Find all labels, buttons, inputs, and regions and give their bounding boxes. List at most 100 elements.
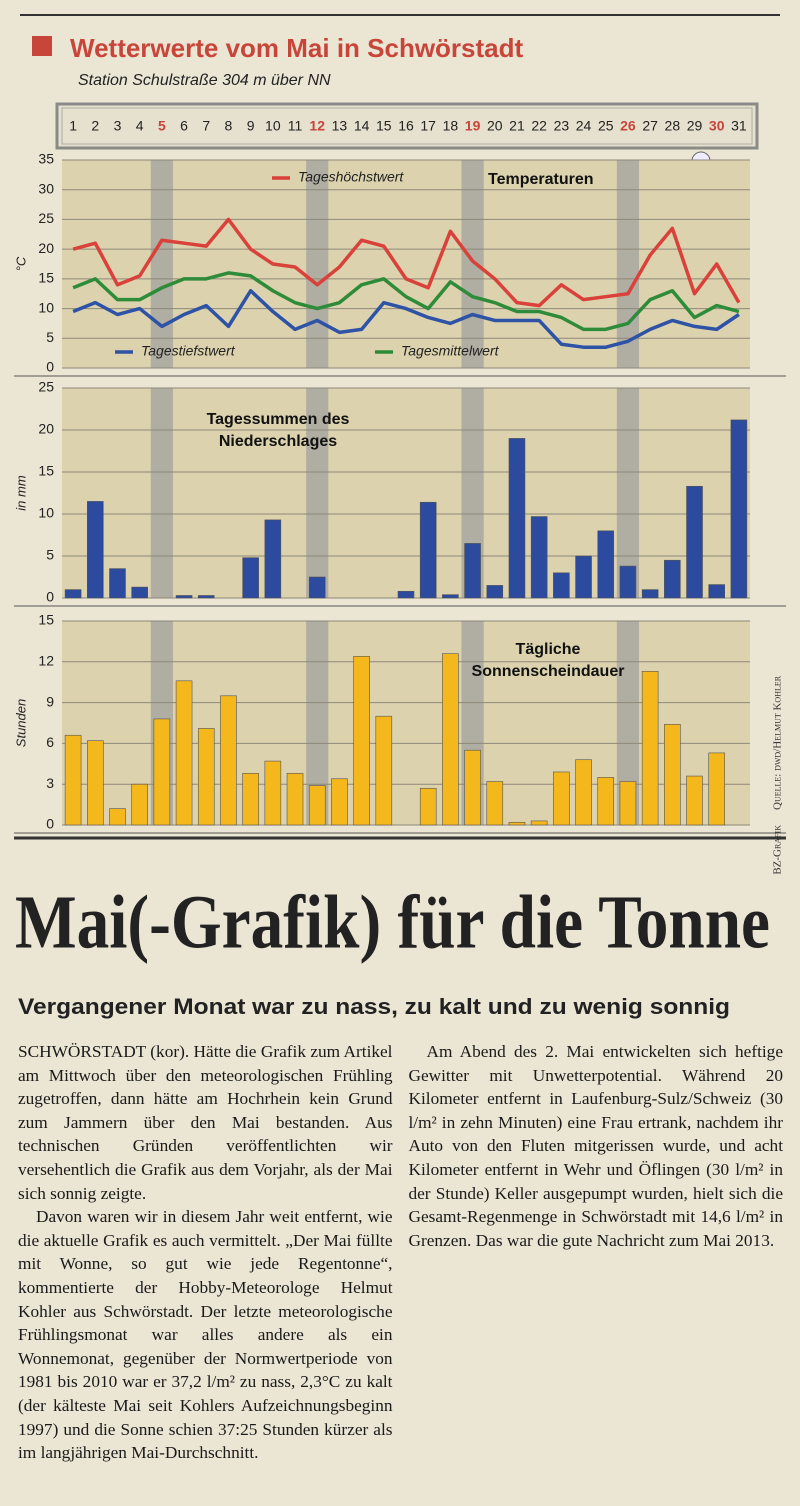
y-tick-label: 0 <box>46 359 54 375</box>
sunday-band <box>306 160 329 368</box>
headline: Mai(-Grafik) für die Tonne <box>15 880 770 964</box>
day-label: 31 <box>731 118 747 134</box>
bar <box>530 820 548 826</box>
legend-label: Tagestiefstwert <box>141 343 236 359</box>
subtitle: Station Schulstraße 304 m über NN <box>78 72 331 89</box>
sunday-band <box>306 388 329 598</box>
sunday-band <box>616 621 640 825</box>
subhead: Vergangener Monat war zu nass, zu kalt u… <box>18 994 730 1019</box>
bar <box>464 543 481 599</box>
bar <box>264 760 282 826</box>
chart-title: Sonnenscheindauer <box>472 663 625 680</box>
temperature-line <box>72 217 741 308</box>
bar <box>486 585 504 599</box>
bar <box>264 519 282 599</box>
bar <box>553 771 570 826</box>
bar <box>308 785 326 826</box>
y-axis-label: Stunden <box>13 699 28 747</box>
bar <box>597 777 615 826</box>
y-tick-label: 5 <box>46 329 54 345</box>
day-label: 13 <box>332 118 348 134</box>
day-label: 20 <box>487 118 503 134</box>
legend-label: Tagesmittelwert <box>401 343 500 359</box>
bar <box>286 773 304 826</box>
chart-title: Tagessummen des <box>207 411 350 428</box>
day-label: 29 <box>687 118 703 134</box>
day-label: 28 <box>665 118 681 134</box>
title-square <box>32 36 52 56</box>
paragraph: SCHWÖRSTADT (kor). Hätte die Grafik zum … <box>18 1042 393 1203</box>
y-tick-label: 0 <box>46 816 54 832</box>
bar <box>664 559 681 599</box>
bar <box>131 783 148 826</box>
y-tick-label: 15 <box>38 270 54 286</box>
bar <box>64 589 82 599</box>
bar <box>686 775 703 826</box>
day-label: 14 <box>354 118 370 134</box>
bar <box>575 759 592 826</box>
bar <box>530 516 548 599</box>
bar <box>686 485 703 599</box>
legend-label: Tageshöchstwert <box>298 169 404 185</box>
day-label: 12 <box>309 118 325 134</box>
day-label: 4 <box>136 118 144 134</box>
y-tick-label: 6 <box>46 734 54 750</box>
bar <box>708 584 725 599</box>
paragraph: Davon waren wir in diesem Jahr weit entf… <box>18 1207 393 1463</box>
bar <box>153 718 171 826</box>
bar <box>419 787 437 826</box>
y-tick-label: 35 <box>38 151 54 167</box>
bar <box>109 808 126 826</box>
bar <box>308 576 326 599</box>
sunday-band <box>461 160 484 368</box>
sunday-band <box>306 621 329 825</box>
temperature-line <box>72 288 740 349</box>
y-tick-label: 0 <box>46 589 54 605</box>
y-tick-label: 10 <box>38 299 54 315</box>
bar <box>109 568 126 599</box>
bar <box>619 565 637 599</box>
y-tick-label: 30 <box>38 180 54 196</box>
paragraph: Am Abend des 2. Mai entwickelten sich he… <box>408 1042 784 1250</box>
day-strip-inner <box>61 107 753 145</box>
day-label: 9 <box>247 118 255 134</box>
day-label: 8 <box>225 118 233 134</box>
bar <box>175 680 193 826</box>
article-body: SCHWÖRSTADT (kor). Hätte die Grafik zum … <box>18 1040 783 1492</box>
bar <box>242 773 259 826</box>
bar <box>197 595 215 599</box>
sunday-band <box>616 388 640 598</box>
day-label: 24 <box>576 118 592 134</box>
graphic: Wetterwerte vom Mai in Schwörstadt Stati… <box>13 14 786 1019</box>
day-label: 21 <box>509 118 525 134</box>
bar <box>553 572 570 599</box>
bar <box>64 734 82 826</box>
bar <box>464 749 481 826</box>
sunday-band <box>150 160 173 368</box>
bar <box>175 595 193 599</box>
y-tick-label: 15 <box>38 612 54 628</box>
bar <box>619 781 637 826</box>
day-label: 5 <box>158 118 166 134</box>
day-label: 17 <box>420 118 436 134</box>
bar <box>197 728 215 826</box>
title: Wetterwerte vom Mai in Schwörstadt <box>70 33 524 63</box>
day-label: 6 <box>180 118 188 134</box>
day-label: 7 <box>202 118 210 134</box>
bar <box>242 557 259 599</box>
bar <box>220 695 237 826</box>
day-label: 22 <box>531 118 547 134</box>
y-tick-label: 25 <box>38 210 54 226</box>
credit-grafik: BZ-Grafik <box>772 825 784 875</box>
bar <box>641 671 659 826</box>
day-label: 16 <box>398 118 414 134</box>
y-axis-label: in mm <box>13 475 28 511</box>
day-label: 25 <box>598 118 614 134</box>
day-label: 23 <box>554 118 570 134</box>
temperature-line <box>72 271 740 332</box>
bar <box>442 594 459 599</box>
day-label: 19 <box>465 118 481 134</box>
bar <box>131 586 148 599</box>
y-tick-label: 25 <box>38 379 54 395</box>
y-tick-label: 5 <box>46 547 54 563</box>
